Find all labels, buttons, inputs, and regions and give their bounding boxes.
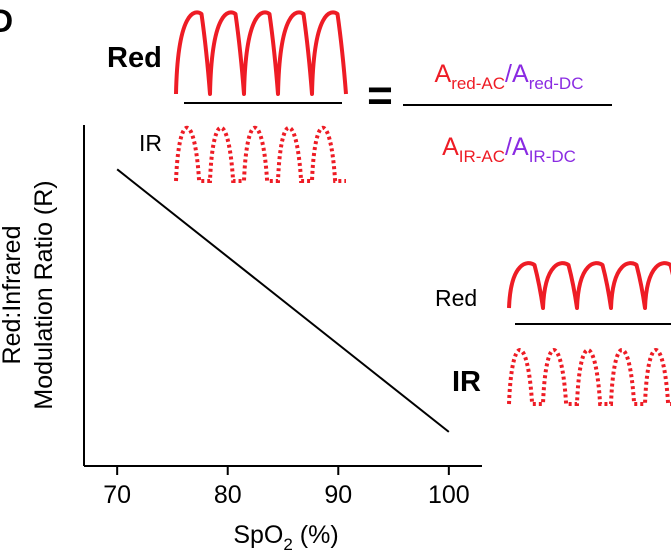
y-axis-label-line1: Red:Infrared [0,226,26,365]
x-tick-label: 100 [428,481,470,509]
numerator-slash: / [505,60,512,88]
denominator-a-ir-dc: AIR-DC [512,133,576,166]
series-line-R [116,168,450,433]
formula-numerator: Ared-AC/Ared-DC [435,60,584,93]
bottom-ir-label: IR [452,366,481,398]
top-ratio-inset: Red IR [107,10,348,183]
ratio-formula: Ared-AC/Ared-DC AIR-AC/AIR-DC [403,60,612,166]
bottom-ir-waveform [507,348,671,406]
denominator-slash: / [505,133,512,161]
x-tick-label: 90 [324,481,352,509]
top-ir-waveform [174,126,346,183]
top-red-label: Red [107,42,162,74]
numerator-a-red-ac: Ared-AC [435,60,506,93]
plot-area: 70 80 90 100 Red:Infrared Modulation Ratio … [0,125,482,554]
panel-letter: D [0,3,13,39]
numerator-a-red-dc: Ared-DC [512,60,583,93]
top-ir-label: IR [139,130,162,156]
x-tick-label: 70 [103,481,131,509]
bottom-ratio-inset: Red IR [435,261,671,406]
bottom-red-waveform [507,261,671,310]
equals-sign: = [367,71,393,120]
x-ticks: 70 80 90 100 [103,466,470,509]
y-axis-label-line2: Modulation Ratio (R) [30,180,58,409]
x-tick-label: 80 [214,481,242,509]
bottom-red-label: Red [435,285,477,311]
top-red-waveform [174,10,348,96]
x-axis-label: SpO2 (%) [233,521,338,554]
denominator-a-ir-ac: AIR-AC [442,133,505,166]
formula-denominator: AIR-AC/AIR-DC [442,133,576,166]
